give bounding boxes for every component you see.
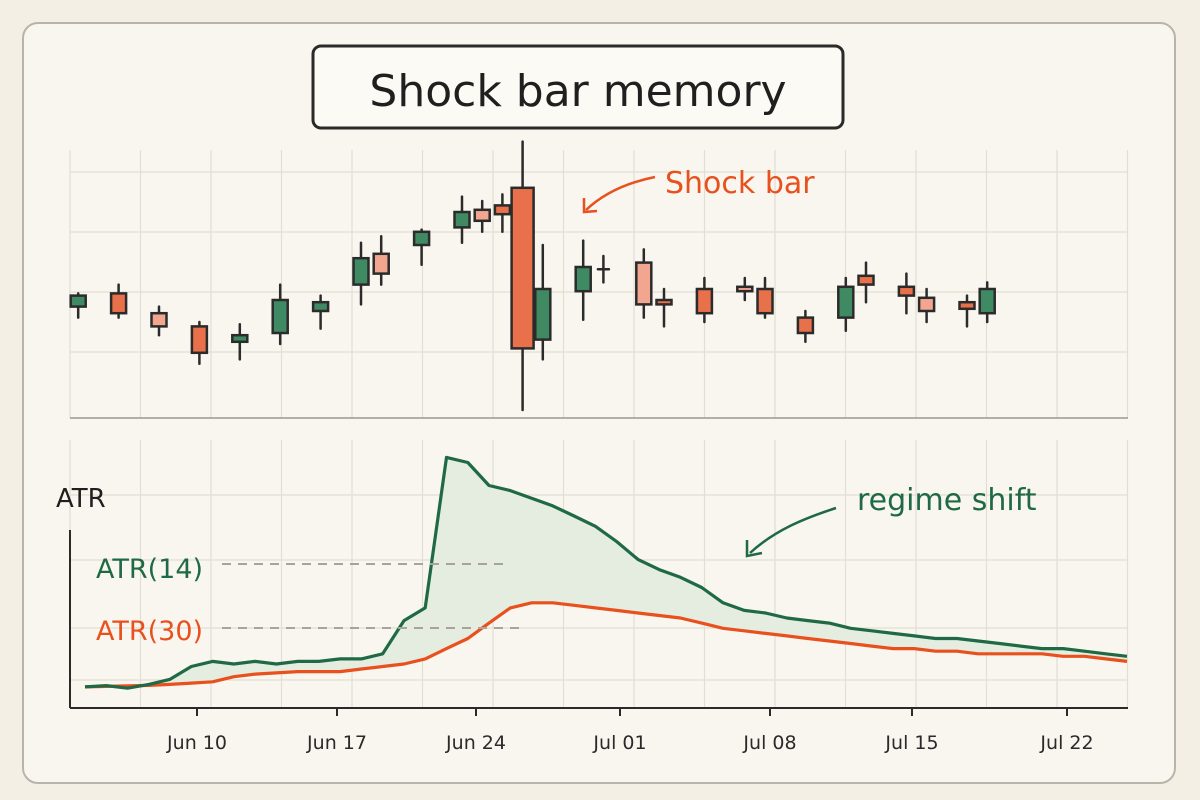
atr-y-label: ATR bbox=[56, 484, 106, 514]
candle bbox=[231, 322, 249, 361]
x-tick-label: Jun 24 bbox=[445, 732, 506, 754]
x-tick-label: Jul 08 bbox=[742, 732, 796, 754]
regime-shift-annotation: regime shift bbox=[745, 483, 1037, 558]
candle bbox=[574, 239, 592, 322]
x-tick-label: Jun 10 bbox=[166, 732, 227, 754]
candle-body bbox=[352, 256, 370, 286]
x-tick-label: Jul 15 bbox=[884, 732, 938, 754]
candle bbox=[635, 248, 653, 319]
shock-bar-annotation: Shock bar bbox=[582, 166, 815, 214]
regime-shift-arrow bbox=[749, 506, 837, 554]
candle-body bbox=[635, 261, 653, 306]
candle-body bbox=[917, 296, 936, 313]
title-frame bbox=[311, 44, 845, 130]
atr14-line bbox=[84, 455, 1128, 690]
candle-body bbox=[736, 285, 754, 293]
chart-card bbox=[22, 22, 1176, 784]
candle-body bbox=[655, 298, 673, 306]
candle bbox=[756, 276, 774, 319]
candle bbox=[534, 243, 552, 361]
regime-shift-label: regime shift bbox=[857, 483, 1037, 518]
candle bbox=[372, 234, 390, 286]
candle-body bbox=[231, 333, 249, 344]
candle-body bbox=[412, 230, 431, 247]
candle bbox=[796, 309, 815, 344]
atr14-label: ATR(14) bbox=[96, 554, 203, 585]
candle-body bbox=[150, 311, 168, 328]
candle bbox=[150, 305, 168, 337]
candle-body bbox=[837, 285, 855, 319]
atr-panel: Jun 10 Jun 17 Jun 24 Jul 01 Jul 08 Jul 15 Jul … bbox=[56, 455, 1128, 754]
chart-title: Shock bar memory bbox=[369, 66, 786, 117]
candle-body bbox=[756, 287, 774, 315]
candle bbox=[917, 287, 936, 324]
candle bbox=[109, 283, 128, 319]
candle-body bbox=[109, 292, 128, 315]
shock-bar-arrowhead bbox=[582, 198, 598, 214]
candle-body bbox=[534, 287, 552, 341]
candle bbox=[596, 254, 611, 284]
candle bbox=[837, 276, 855, 333]
candle bbox=[453, 195, 471, 245]
candle bbox=[190, 320, 209, 366]
candle bbox=[695, 276, 714, 324]
candle-body bbox=[372, 252, 390, 275]
candle-body bbox=[510, 186, 535, 350]
candle-body bbox=[453, 210, 471, 229]
candle bbox=[352, 241, 370, 306]
candle bbox=[493, 193, 512, 234]
candle-body bbox=[271, 298, 289, 335]
candle bbox=[736, 276, 754, 302]
candle-body bbox=[69, 294, 87, 308]
candle bbox=[897, 272, 916, 315]
grid bbox=[69, 150, 1129, 708]
candle bbox=[958, 294, 976, 328]
candle bbox=[978, 281, 996, 324]
atr30-line bbox=[84, 601, 1128, 689]
candle-body bbox=[857, 274, 875, 286]
x-tick-label: Jul 01 bbox=[592, 732, 646, 754]
atr30-label: ATR(30) bbox=[96, 616, 203, 647]
candlestick-series bbox=[69, 140, 996, 412]
shock-bar-label: Shock bar bbox=[665, 166, 815, 201]
candle bbox=[412, 228, 431, 267]
candle bbox=[655, 287, 673, 328]
candle bbox=[311, 294, 330, 330]
candle-body bbox=[978, 287, 996, 315]
candle-body bbox=[190, 325, 209, 355]
title-box: Shock bar memory bbox=[311, 44, 845, 130]
candle bbox=[857, 261, 875, 304]
candle bbox=[473, 199, 491, 234]
candle-body bbox=[311, 300, 330, 313]
x-ticks: Jun 10 Jun 17 Jun 24 Jul 01 Jul 08 Jul 15 Jul … bbox=[166, 708, 1094, 754]
candle bbox=[271, 283, 289, 346]
candle-body bbox=[493, 204, 512, 216]
candle bbox=[69, 292, 87, 319]
x-tick-label: Jul 22 bbox=[1039, 732, 1093, 754]
candle-body bbox=[574, 265, 592, 293]
candle-body bbox=[473, 208, 491, 223]
x-tick-label: Jun 17 bbox=[306, 732, 367, 754]
candle-body bbox=[695, 287, 714, 315]
regime-shift-arrowhead bbox=[745, 540, 763, 558]
shock-bar-arrow bbox=[585, 175, 656, 211]
candle-body bbox=[796, 316, 815, 335]
shock-candle bbox=[510, 140, 535, 412]
candle-body bbox=[958, 300, 976, 311]
candle-body bbox=[897, 285, 916, 297]
